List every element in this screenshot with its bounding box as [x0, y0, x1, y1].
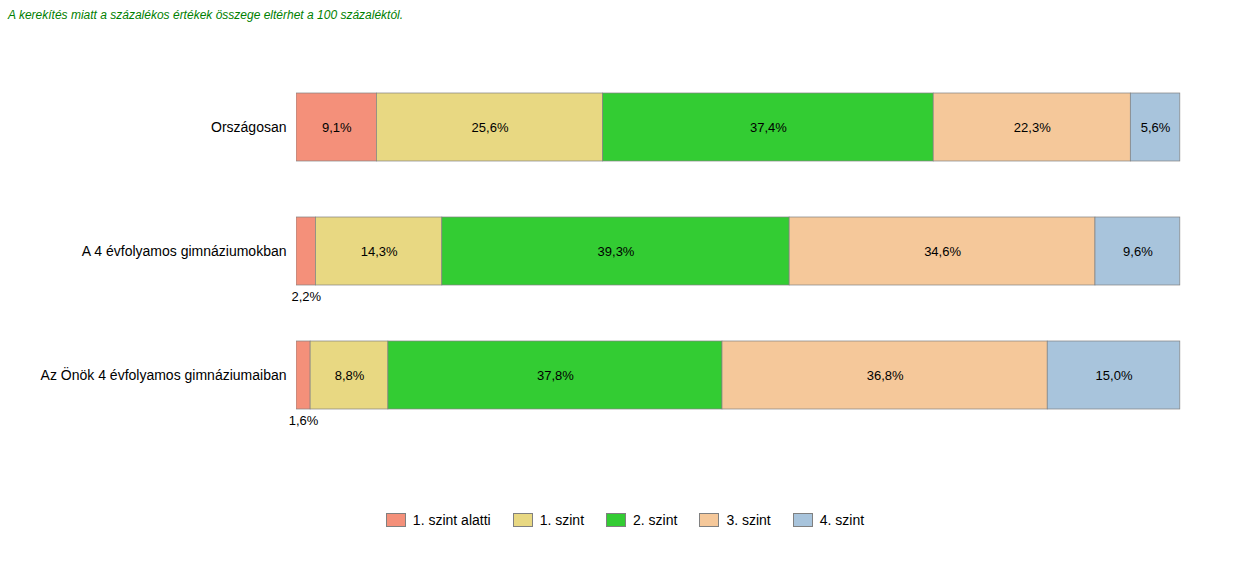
svg-text:5,6%: 5,6% [1141, 120, 1171, 135]
svg-text:36,8%: 36,8% [867, 368, 904, 383]
svg-text:37,8%: 37,8% [537, 368, 574, 383]
html-text:1. szint: 1. szint [539, 512, 584, 528]
svg-text:8,8%: 8,8% [335, 368, 365, 383]
html-text:4. szint: 4. szint [819, 512, 865, 528]
html-text:1. szint alatti: 1. szint alatti [412, 512, 491, 528]
html-text:2. szint: 2. szint [633, 512, 678, 528]
svg-text:2,2%: 2,2% [291, 289, 321, 304]
svg-text:14,3%: 14,3% [361, 244, 398, 259]
svg-text:15,0%: 15,0% [1096, 368, 1133, 383]
svg-text:25,6%: 25,6% [472, 120, 509, 135]
svg-text:39,3%: 39,3% [598, 244, 635, 259]
svg-text:37,4%: 37,4% [750, 120, 787, 135]
svg-text:9,6%: 9,6% [1123, 244, 1153, 259]
svg-text:9,1%: 9,1% [322, 120, 352, 135]
svg-text:1,6%: 1,6% [289, 413, 319, 428]
html-text:3. szint: 3. szint [726, 512, 771, 528]
svg-text:Országosan: Országosan [211, 119, 286, 135]
html-text:A kerekítés miatt a százalékos: A kerekítés miatt a százalékos értékek ö… [8, 8, 404, 22]
svg-text:34,6%: 34,6% [924, 244, 961, 259]
svg-text:22,3%: 22,3% [1014, 120, 1051, 135]
svg-text:A 4 évfolyamos gimnáziumokban: A 4 évfolyamos gimnáziumokban [82, 243, 287, 259]
svg-text:Az Önök 4 évfolyamos gimnázium: Az Önök 4 évfolyamos gimnáziumaiban [41, 366, 287, 383]
